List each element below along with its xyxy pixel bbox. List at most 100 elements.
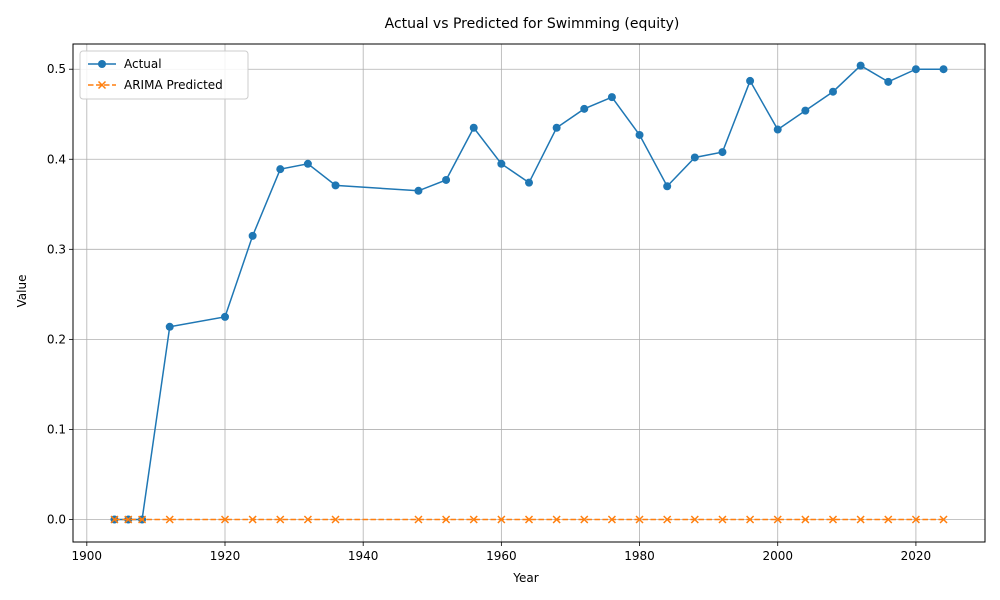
x-tick-label: 2000 — [762, 549, 793, 563]
data-point-actual — [690, 153, 699, 162]
data-point-arima-predicted — [220, 515, 230, 524]
data-point-actual — [718, 148, 727, 157]
data-point-actual — [607, 93, 616, 102]
series-layer — [110, 61, 948, 524]
data-point-arima-predicted — [303, 515, 312, 524]
data-point-arima-predicted — [773, 515, 782, 524]
data-point-actual — [276, 165, 285, 174]
x-tick-label: 2020 — [901, 549, 932, 563]
data-point-actual — [331, 181, 340, 190]
data-point-actual — [414, 186, 423, 195]
data-point-actual — [221, 312, 229, 321]
data-point-arima-predicted — [607, 515, 616, 524]
data-point-arima-predicted — [856, 515, 865, 524]
marker-stroke — [635, 515, 644, 524]
data-point-actual — [746, 76, 755, 85]
x-tick-label: 1980 — [624, 549, 655, 563]
data-point-arima-predicted — [524, 515, 534, 524]
marker-stroke — [124, 515, 133, 524]
y-tick-label: 0.0 — [47, 512, 66, 526]
marker-stroke — [690, 515, 699, 524]
data-point-actual — [856, 61, 865, 70]
data-point-arima-predicted — [663, 515, 672, 524]
legend-label-arima-predicted: ARIMA Predicted — [124, 78, 223, 92]
marker-stroke — [607, 515, 616, 524]
data-point-arima-predicted — [718, 515, 727, 524]
legend-marker-arima-predicted — [97, 80, 107, 90]
marker-stroke — [663, 515, 672, 524]
x-axis-label: Year — [512, 571, 538, 585]
y-tick-label: 0.3 — [47, 242, 66, 256]
marker-stroke — [442, 515, 451, 524]
marker-stroke — [524, 515, 534, 524]
data-point-arima-predicted — [248, 515, 257, 524]
data-point-actual — [911, 65, 920, 74]
y-tick-label: 0.1 — [47, 422, 66, 436]
x-tick-label: 1920 — [210, 549, 241, 563]
data-point-actual — [635, 130, 644, 139]
chart-title: Actual vs Predicted for Swimming (equity… — [385, 16, 680, 32]
data-point-actual — [939, 65, 948, 74]
data-point-actual — [248, 231, 257, 240]
y-tick-label: 0.4 — [47, 152, 66, 166]
marker-stroke — [939, 515, 948, 524]
marker-stroke — [110, 515, 119, 524]
data-point-actual — [442, 175, 451, 184]
marker-stroke — [97, 80, 107, 90]
marker-stroke — [718, 515, 727, 524]
data-point-arima-predicted — [497, 515, 506, 524]
data-point-arima-predicted — [138, 515, 147, 524]
data-point-arima-predicted — [635, 515, 644, 524]
data-point-arima-predicted — [165, 515, 174, 524]
legend-label-actual: Actual — [124, 57, 162, 71]
data-point-arima-predicted — [124, 515, 133, 524]
data-point-arima-predicted — [331, 515, 340, 524]
data-point-arima-predicted — [801, 515, 810, 524]
data-point-arima-predicted — [442, 515, 451, 524]
data-point-arima-predicted — [884, 515, 893, 524]
marker-stroke — [331, 515, 340, 524]
data-point-arima-predicted — [469, 515, 478, 524]
data-point-arima-predicted — [414, 515, 423, 524]
data-point-actual — [829, 87, 837, 96]
marker-stroke — [276, 515, 285, 524]
data-point-arima-predicted — [911, 515, 920, 524]
x-tick-label: 1960 — [486, 549, 517, 563]
data-point-actual — [469, 123, 478, 132]
y-tick-label: 0.5 — [47, 62, 66, 76]
y-tick-label: 0.2 — [47, 332, 66, 346]
data-point-actual — [663, 182, 672, 191]
marker-stroke — [165, 515, 174, 524]
data-point-arima-predicted — [690, 515, 699, 524]
legend-box — [79, 50, 249, 100]
plot-frame — [72, 43, 986, 543]
marker-stroke — [552, 515, 561, 524]
marker-stroke — [580, 515, 589, 524]
y-axis-label: Value — [15, 275, 29, 308]
marker-stroke — [248, 515, 257, 524]
data-point-actual — [552, 123, 561, 132]
marker-stroke — [773, 515, 782, 524]
data-point-arima-predicted — [276, 515, 285, 524]
legend: Actual ARIMA Predicted — [79, 50, 249, 100]
data-point-actual — [165, 322, 174, 331]
data-point-arima-predicted — [110, 515, 119, 524]
marker-stroke — [884, 515, 893, 524]
data-point-arima-predicted — [939, 515, 948, 524]
marker-stroke — [220, 515, 230, 524]
marker-stroke — [497, 515, 506, 524]
marker-stroke — [469, 515, 478, 524]
marker-stroke — [303, 515, 312, 524]
legend-marker-actual — [98, 60, 106, 68]
data-point-actual — [801, 106, 810, 115]
marker-stroke — [138, 515, 147, 524]
marker-stroke — [414, 515, 423, 524]
marker-stroke — [911, 515, 920, 524]
data-point-arima-predicted — [580, 515, 589, 524]
data-point-actual — [497, 159, 506, 168]
marker-stroke — [801, 515, 810, 524]
data-point-arima-predicted — [746, 515, 755, 524]
data-point-arima-predicted — [828, 515, 838, 524]
marker-stroke — [856, 515, 865, 524]
